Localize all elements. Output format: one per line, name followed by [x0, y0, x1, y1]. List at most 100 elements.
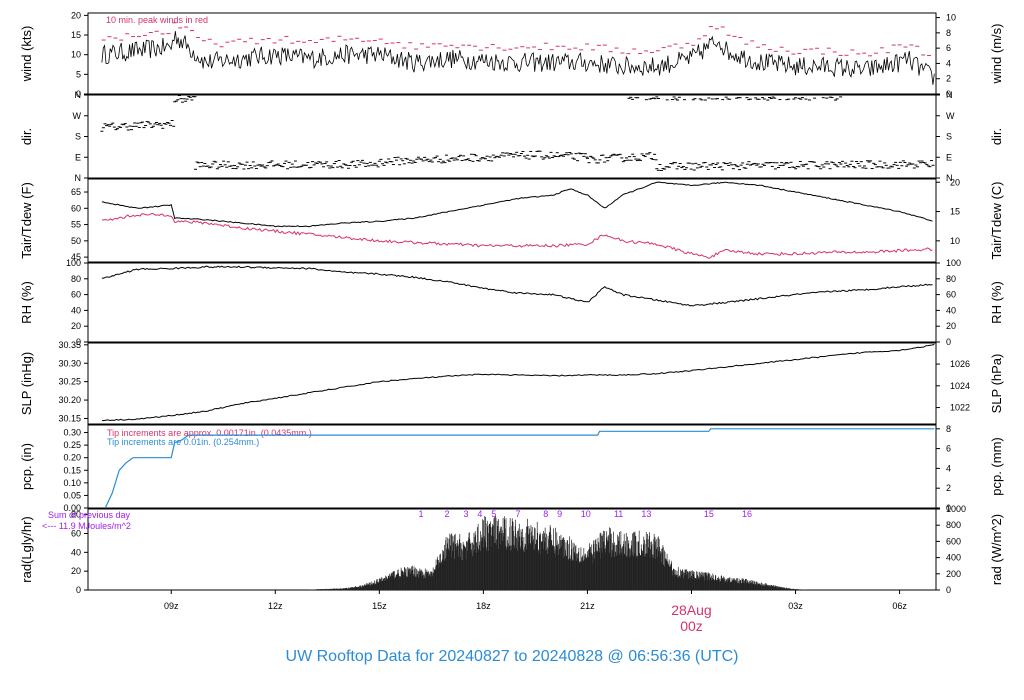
rad-left-tick-label: 60 — [71, 528, 81, 538]
rad-hour-label: 4 — [477, 509, 482, 519]
slp-left-axis-label: SLP (inHg) — [19, 352, 34, 415]
wind-right-tick-label: 2 — [946, 74, 951, 84]
pcp-right-tick-label: 8 — [946, 424, 951, 434]
temp-right-tick-label: 20 — [950, 177, 960, 187]
dir-right-tick-label: N — [946, 173, 953, 183]
rad-right-tick-label: 200 — [946, 569, 961, 579]
rh-left-tick-label: 40 — [71, 305, 81, 315]
wind-left-tick-label: 5 — [76, 69, 81, 79]
slp-left-tick-label: 30.30 — [58, 358, 81, 368]
x-date-time-label: 00z — [680, 618, 703, 634]
dir-right-tick-label: S — [946, 132, 952, 142]
rh-left-tick-label: 20 — [71, 321, 81, 331]
pcp-left-tick-label: 0.15 — [63, 465, 81, 475]
pcp-right-tick-label: 6 — [946, 444, 951, 454]
temp-left-tick-label: 50 — [71, 236, 81, 246]
pcp-blue-note: Tip increments are 0.01in. (0.254mm.) — [107, 437, 259, 447]
rad-left-tick-label: 80 — [71, 510, 81, 520]
pcp-red-note: Tip increments are approx. 0.00171in. (0… — [107, 428, 312, 438]
rh-right-tick-label: 0 — [946, 337, 951, 347]
temp-left-tick-label: 45 — [71, 252, 81, 262]
rh-panel-frame — [87, 262, 937, 343]
temp-right-tick-label: 10 — [950, 236, 960, 246]
rh-right-tick-label: 100 — [946, 258, 961, 268]
pcp-left-tick-label: 0.00 — [63, 503, 81, 513]
dir-left-tick-label: W — [73, 111, 82, 121]
rad-hour-label: 10 — [581, 509, 591, 519]
rad-hour-label: 16 — [742, 509, 752, 519]
rh-right-axis-label: RH (%) — [989, 281, 1004, 324]
x-tick-label: 06z — [892, 601, 907, 611]
temp-panel-frame — [87, 178, 937, 263]
wind-right-axis-label: wind (m/s) — [989, 24, 1004, 85]
wind-speed-line — [101, 31, 935, 85]
page-title: UW Rooftop Data for 20240827 to 20240828… — [285, 648, 739, 665]
slp-right-tick-label: 1022 — [950, 403, 970, 413]
slp-line — [101, 343, 935, 422]
pcp-left-tick-label: 0.05 — [63, 490, 81, 500]
wind-right-tick-label: 6 — [946, 43, 951, 53]
pcp-right-tick-label: 2 — [946, 483, 951, 493]
rad-hour-label: 3 — [464, 509, 469, 519]
temp-tair-line — [101, 181, 933, 228]
wind-panel-frame — [87, 12, 937, 95]
rh-left-axis-label: RH (%) — [19, 281, 34, 324]
pcp-left-tick-label: 0.25 — [63, 440, 81, 450]
rad-sum-value: <--- 11.9 MJoules/m^2 — [42, 521, 131, 531]
rad-hour-label: 13 — [641, 509, 651, 519]
dir-panel-frame — [87, 94, 937, 179]
wind-right-tick-label: 4 — [946, 58, 951, 68]
rad-right-tick-label: 0 — [946, 585, 951, 595]
rad-hour-label: 7 — [516, 509, 521, 519]
x-tick-label: 09z — [164, 601, 179, 611]
dir-left-tick-label: S — [75, 132, 81, 142]
rad-left-tick-label: 20 — [71, 566, 81, 576]
rad-hour-label: 2 — [444, 509, 449, 519]
slp-left-tick-label: 30.15 — [58, 413, 81, 423]
dir-right-tick-label: W — [946, 111, 955, 121]
temp-left-axis-label: Tair/Tdew (F) — [19, 182, 34, 259]
wind-right-tick-label: 10 — [946, 13, 956, 23]
dir-left-axis-label: dir. — [19, 128, 34, 145]
rad-sum-label: Sum of previous day — [48, 510, 131, 520]
dir-right-tick-label: N — [946, 90, 953, 100]
dir-left-tick-label: N — [75, 90, 82, 100]
rad-right-tick-label: 1000 — [946, 504, 966, 514]
rh-right-tick-label: 40 — [946, 305, 956, 315]
slp-panel-frame — [87, 342, 937, 425]
wind-right-tick-label: 8 — [946, 28, 951, 38]
rh-line — [101, 265, 933, 307]
pcp-left-tick-label: 0.30 — [63, 428, 81, 438]
slp-left-tick-label: 30.35 — [58, 340, 81, 350]
rad-left-tick-label: 40 — [71, 547, 81, 557]
rad-right-tick-label: 400 — [946, 553, 961, 563]
x-tick-label: 12z — [268, 601, 283, 611]
x-tick-label: 18z — [476, 601, 491, 611]
rad-hour-label: 9 — [557, 509, 562, 519]
temp-right-axis-label: Tair/Tdew (C) — [989, 181, 1004, 259]
pcp-left-axis-label: pcp. (in) — [19, 443, 34, 490]
rh-right-tick-label: 20 — [946, 321, 956, 331]
dir-left-tick-label: N — [75, 173, 82, 183]
pcp-accum-line — [104, 428, 935, 509]
pcp-left-tick-label: 0.20 — [63, 453, 81, 463]
pcp-panel-frame — [87, 424, 937, 509]
x-tick-label: 21z — [580, 601, 595, 611]
slp-right-axis-label: SLP (hPa) — [989, 354, 1004, 414]
rh-left-tick-label: 0 — [76, 337, 81, 347]
rad-hour-label: 1 — [418, 509, 423, 519]
wind-peak-note: 10 min. peak winds in red — [106, 15, 208, 25]
rad-right-axis-label: rad (W/m^2) — [989, 514, 1004, 585]
wind-left-tick-label: 10 — [71, 50, 81, 60]
rad-hour-label: 11 — [614, 509, 623, 519]
rh-left-tick-label: 100 — [66, 258, 81, 268]
dir-left-tick-label: E — [75, 152, 81, 162]
temp-tdew-line — [101, 212, 933, 259]
dir-right-tick-label: E — [946, 152, 952, 162]
rad-hour-label: 8 — [543, 509, 548, 519]
rh-left-tick-label: 80 — [71, 274, 81, 284]
temp-right-tick-label: 15 — [950, 207, 960, 217]
temp-left-tick-label: 55 — [71, 220, 81, 230]
x-date-label: 28Aug — [671, 602, 711, 618]
